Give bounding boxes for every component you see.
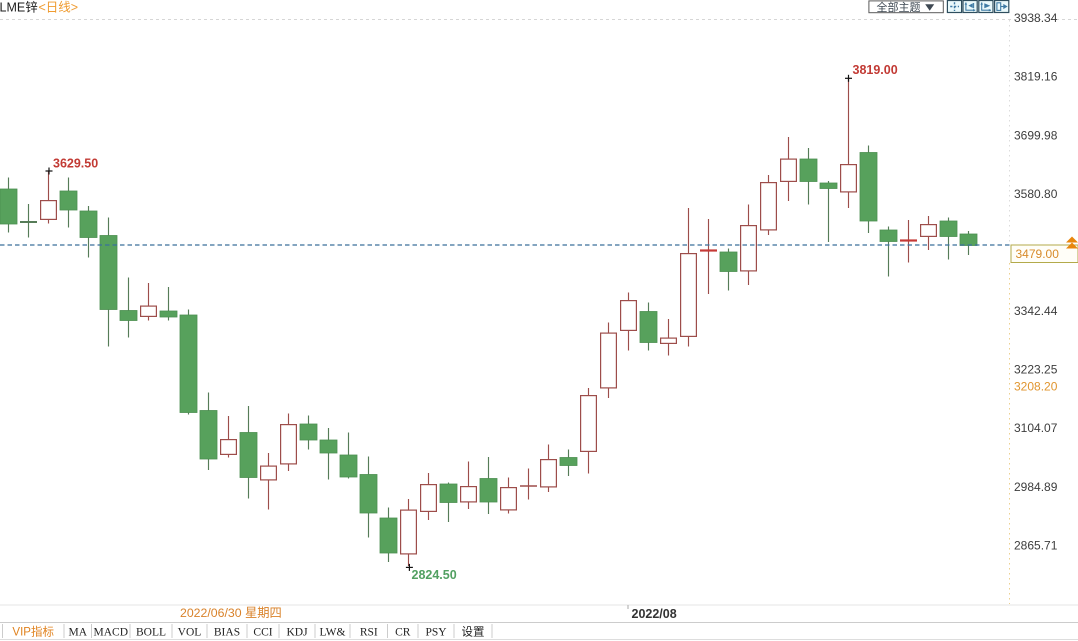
svg-text:3479.00: 3479.00 bbox=[1016, 247, 1060, 261]
svg-text:3819.16: 3819.16 bbox=[1014, 70, 1058, 84]
svg-text:3104.07: 3104.07 bbox=[1014, 421, 1058, 435]
svg-text:VIP指标: VIP指标 bbox=[12, 625, 54, 639]
svg-text:2824.50: 2824.50 bbox=[412, 568, 457, 582]
svg-text:3699.98: 3699.98 bbox=[1014, 128, 1058, 142]
svg-text:PSY: PSY bbox=[425, 627, 447, 639]
svg-text:LW&: LW& bbox=[320, 627, 346, 639]
svg-text:2022/08: 2022/08 bbox=[632, 607, 677, 621]
svg-text:CR: CR bbox=[395, 627, 411, 639]
svg-text:3819.00: 3819.00 bbox=[853, 63, 898, 77]
svg-text:VOL: VOL bbox=[178, 627, 202, 639]
svg-text:2984.89: 2984.89 bbox=[1014, 480, 1058, 494]
svg-text:3342.44: 3342.44 bbox=[1014, 304, 1058, 318]
svg-text:BIAS: BIAS bbox=[214, 627, 240, 639]
svg-text:设置: 设置 bbox=[462, 626, 485, 639]
svg-text:2022/06/30 星期四: 2022/06/30 星期四 bbox=[180, 606, 282, 620]
svg-text:3580.80: 3580.80 bbox=[1014, 187, 1058, 201]
svg-text:3938.34: 3938.34 bbox=[1014, 11, 1058, 25]
svg-text:3223.25: 3223.25 bbox=[1014, 363, 1058, 377]
svg-text:3208.20: 3208.20 bbox=[1014, 380, 1058, 394]
svg-text:MA: MA bbox=[69, 627, 88, 639]
svg-text:LME锌: LME锌 bbox=[0, 1, 38, 15]
svg-text:全部主题: 全部主题 bbox=[877, 0, 921, 14]
svg-text:MACD: MACD bbox=[94, 627, 129, 639]
svg-text:3629.50: 3629.50 bbox=[53, 157, 98, 171]
svg-text:RSI: RSI bbox=[360, 627, 378, 639]
svg-text:<日线>: <日线> bbox=[39, 1, 79, 15]
svg-text:BOLL: BOLL bbox=[136, 627, 166, 639]
svg-text:CCI: CCI bbox=[253, 627, 272, 639]
svg-text:2865.71: 2865.71 bbox=[1014, 538, 1058, 552]
svg-text:KDJ: KDJ bbox=[286, 627, 308, 639]
